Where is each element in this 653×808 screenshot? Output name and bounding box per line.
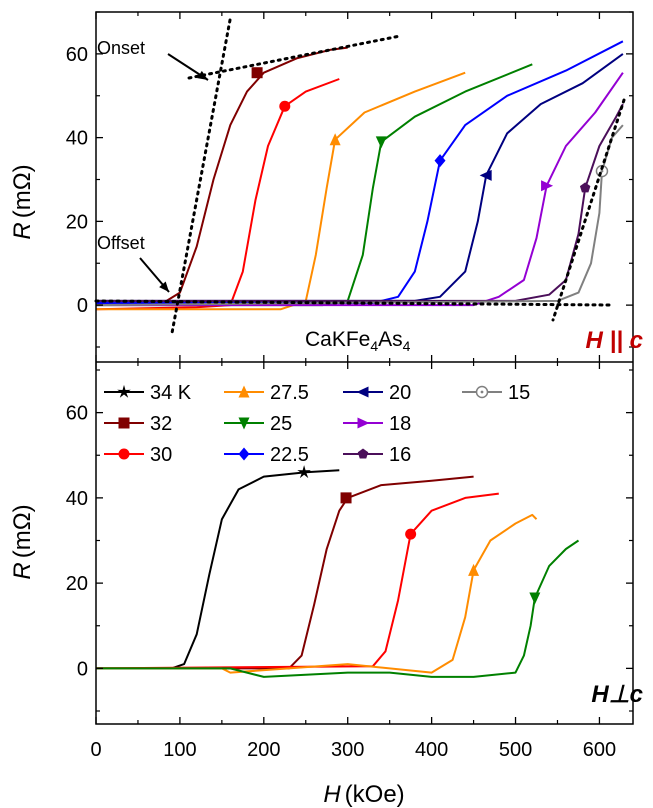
series-line-15 <box>95 124 624 307</box>
legend-marker <box>357 448 369 459</box>
transition-slope-line-left <box>170 18 232 335</box>
series-line-275 <box>96 71 466 311</box>
legend-label: 27.5 <box>270 382 309 404</box>
x-tick-label: 300 <box>331 739 364 761</box>
onset-tangent-line <box>187 34 402 80</box>
series-line-32 <box>96 46 348 304</box>
series-marker-18 <box>541 180 554 192</box>
offset-arrow-head <box>159 281 169 292</box>
legend-label: 32 <box>150 413 172 435</box>
x-tick-label: 0 <box>90 739 101 761</box>
legend-label: 18 <box>389 413 411 435</box>
y-tick-label: 60 <box>66 44 88 66</box>
legend-marker <box>118 417 130 429</box>
y-tick-label: 0 <box>77 658 88 680</box>
series-marker-275 <box>329 133 341 146</box>
legend-label: 16 <box>389 444 411 466</box>
series-line-25 <box>96 539 580 678</box>
series-marker-32 <box>340 492 352 504</box>
legend: 34 K 32 30 27.5 25 22.5 20 18 16 15 <box>104 382 530 466</box>
legend-marker <box>357 417 370 429</box>
x-tick-label: 400 <box>415 739 448 761</box>
y-tick-label: 40 <box>66 488 88 510</box>
series-line-20 <box>96 53 624 302</box>
series-marker-275 <box>468 563 480 576</box>
series-line-32 <box>96 475 474 670</box>
legend-marker <box>238 447 250 461</box>
offset-annotation: Offset <box>97 233 145 253</box>
legend-label: 22.5 <box>270 444 309 466</box>
normal-baseline-line <box>94 299 611 307</box>
x-tick-label: 100 <box>163 739 196 761</box>
y-tick-label: 20 <box>66 573 88 595</box>
top-panel <box>94 18 626 335</box>
series-marker-20 <box>479 169 492 181</box>
onset-annotation: Onset <box>97 38 145 58</box>
y-tick-label: 60 <box>66 403 88 425</box>
series-line-30 <box>95 492 499 670</box>
legend-marker <box>238 417 250 430</box>
top-y-axis-label: R(mΩ) <box>9 164 36 239</box>
series-marker-30 <box>405 528 417 540</box>
series-marker-16 <box>579 182 591 193</box>
plot-frame <box>95 11 634 725</box>
legend-marker <box>356 386 369 398</box>
legend-label: 30 <box>150 444 172 466</box>
x-tick-label: 500 <box>499 739 532 761</box>
legend-label: 15 <box>508 382 530 404</box>
series-marker-34K <box>297 465 311 479</box>
series-marker-15-dot <box>600 169 604 173</box>
legend-marker <box>238 385 250 398</box>
bottom-panel <box>95 465 580 678</box>
x-tick-label: 600 <box>583 739 616 761</box>
legend-label: 20 <box>389 382 411 404</box>
bottom-field-orientation-label: H⊥c <box>591 681 643 708</box>
series-line-30 <box>95 78 340 311</box>
series-marker-32 <box>251 67 263 79</box>
legend-marker <box>117 384 131 398</box>
series-marker-30 <box>279 100 291 112</box>
x-axis-label: H (kOe) <box>323 781 404 808</box>
sample-label: CaKFe4As4 <box>305 328 411 354</box>
y-tick-label: 0 <box>77 295 88 317</box>
bottom-y-axis-label: R(mΩ) <box>9 504 36 579</box>
y-tick-label: 20 <box>66 211 88 233</box>
transition-slope-line-right <box>551 98 626 322</box>
x-tick-label: 200 <box>247 739 280 761</box>
series-line-34K <box>96 469 340 670</box>
legend-label: 34 K <box>150 382 192 404</box>
y-tick-label: 40 <box>66 128 88 150</box>
top-field-orientation-label: H || c <box>586 327 643 354</box>
series-line-275 <box>96 513 538 674</box>
legend-marker-dot <box>480 390 484 394</box>
onset-arrow-head <box>197 70 208 80</box>
legend-marker <box>118 448 130 460</box>
series-marker-225 <box>434 154 446 168</box>
series-marker-25 <box>529 592 541 605</box>
series-marker-25 <box>375 136 387 149</box>
series-line-16 <box>96 103 624 302</box>
legend-label: 25 <box>270 413 292 435</box>
